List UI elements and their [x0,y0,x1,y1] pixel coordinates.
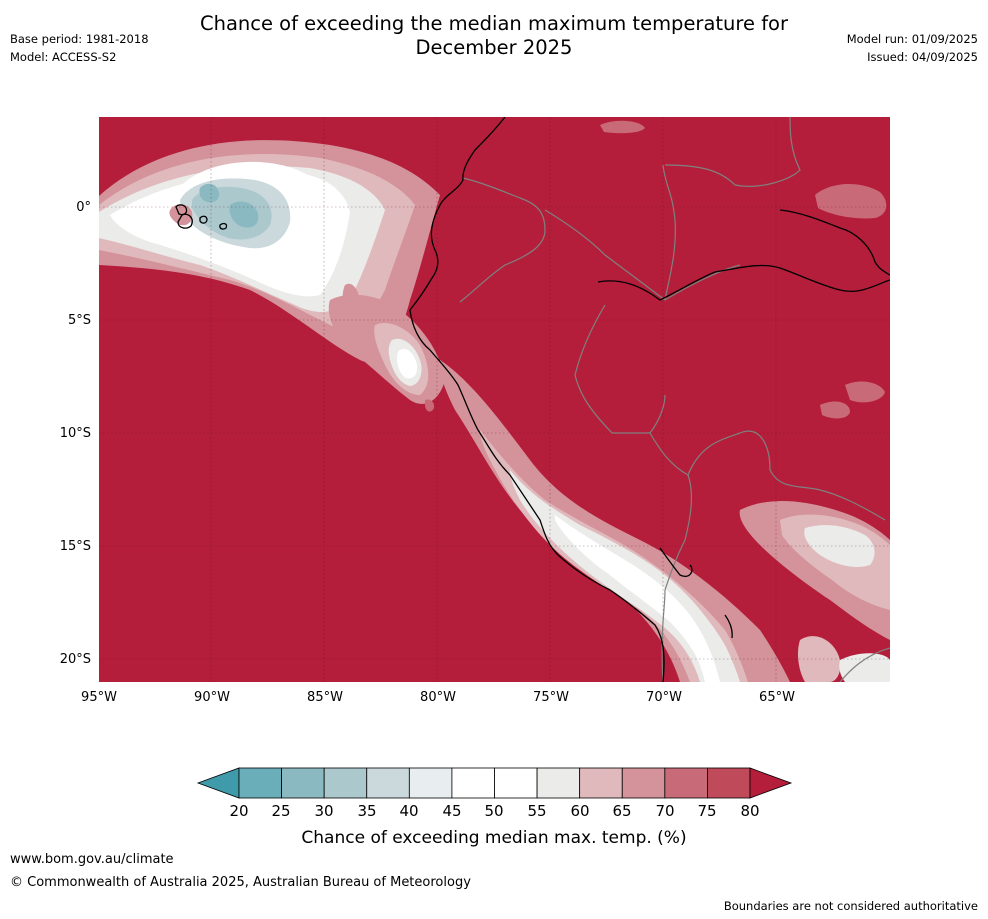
model-run: Model run: 01/09/2025 [846,32,978,46]
colorbar-tick-label: 65 [612,802,631,820]
colorbar-segment [238,767,282,799]
colorbar-tick-label: 20 [229,802,248,820]
colorbar-arrow-high [749,767,793,799]
meta-left: Base period: 1981-2018 Model: ACCESS-S2 [10,30,149,66]
lat-tick-label: 0° [76,200,91,215]
colorbar-segment [621,767,666,799]
lat-axis: 0° 5°S 10°S 15°S 20°S [60,200,91,667]
colorbar-segment [408,767,453,799]
colorbar-title: Chance of exceeding median max. temp. (%… [301,828,686,848]
colorbar-segment [281,767,325,799]
lon-tick-label: 70°W [646,690,682,705]
lon-tick-label: 85°W [307,690,343,705]
lat-tick-label: 5°S [68,313,91,328]
colorbar-tick-label: 35 [357,802,376,820]
website-link[interactable]: www.bom.gov.au/climate [10,852,174,867]
colorbar-tick-label: 75 [697,802,716,820]
contour-north-peru [328,283,445,404]
contour-patches [425,120,887,419]
colorbar-tick-label: 80 [740,802,759,820]
colorbar-tick-label: 60 [570,802,589,820]
lon-tick-label: 90°W [194,690,230,705]
lon-tick-label: 75°W [533,690,569,705]
colorbar-segment [323,767,368,799]
lon-tick-label: 80°W [420,690,456,705]
colorbar-segment [536,767,581,799]
lat-tick-label: 10°S [60,426,91,441]
colorbar-segment [366,767,410,799]
lat-tick-label: 15°S [60,539,91,554]
colorbar-segment [579,767,623,799]
colorbar-tick-label: 25 [271,802,290,820]
lat-tick-label: 20°S [60,652,91,667]
lon-tick-label: 65°W [759,690,795,705]
coastlines [175,117,890,682]
country-borders [459,117,890,682]
colorbar-tick-label: 50 [484,802,503,820]
colorbar-tick-label: 55 [527,802,546,820]
colorbar-segment [664,767,708,799]
colorbar-labels: 20 25 30 35 40 45 50 55 60 65 70 75 80 [229,802,759,820]
colorbar-tick-label: 45 [442,802,461,820]
colorbar-arrow-low [196,767,240,799]
issued-date: Issued: 04/09/2025 [867,50,978,64]
base-period: Base period: 1981-2018 [10,32,149,46]
colorbar-tick-label: 70 [655,802,674,820]
colorbar-tick-label: 30 [314,802,333,820]
copyright-text: © Commonwealth of Australia 2025, Austra… [10,875,471,890]
map-panel [99,117,890,682]
colorbar-segment [451,767,495,799]
contour-coastal-band [439,360,790,682]
meta-right: Model run: 01/09/2025 Issued: 04/09/2025 [847,30,978,66]
lon-axis: 95°W 90°W 85°W 80°W 75°W 70°W 65°W [81,690,795,705]
colorbar-segment [494,767,538,799]
colorbar-tick-label: 40 [399,802,418,820]
model-name: Model: ACCESS-S2 [10,50,117,64]
colorbar [196,767,793,799]
map-title: Chance of exceeding the median maximum t… [199,12,789,59]
lon-tick-label: 95°W [81,690,117,705]
boundaries-note: Boundaries are not considered authoritat… [723,899,978,913]
colorbar-segment [707,767,751,799]
